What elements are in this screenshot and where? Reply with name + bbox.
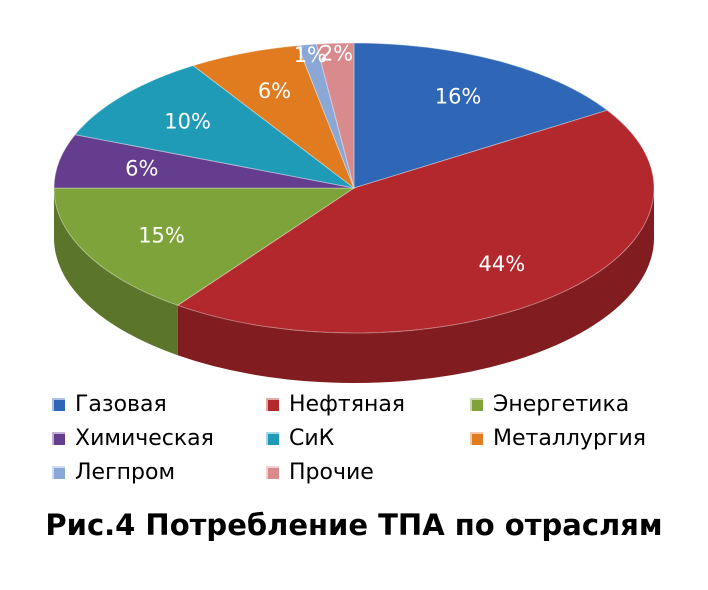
data-label-7: 2% [320,41,353,65]
legend-item-6: Легпром [52,460,175,485]
legend-swatch-0 [52,398,65,411]
pie-slice-7 [315,42,355,189]
data-label-1: 44% [479,252,526,276]
pie-slice-1 [176,109,655,334]
data-label-3: 6% [125,156,158,180]
pie-side-1 [177,188,654,383]
legend-item-3: Химическая [52,426,214,451]
pie-slice-6 [297,43,355,189]
data-label-4: 10% [164,109,211,133]
legend-label-3: Химическая [75,426,214,451]
legend-label-5: Металлургия [493,426,647,451]
legend-swatch-2 [470,398,483,411]
legend-item-5: Металлургия [470,426,646,451]
legend-swatch-6 [52,466,65,479]
pie-chart: 16%44%15%6%10%6%1%2% [53,41,655,383]
data-label-5: 6% [258,79,291,103]
legend-label-0: Газовая [75,392,167,417]
legend-swatch-3 [52,432,65,445]
legend-swatch-1 [266,398,279,411]
pie-slice-0 [353,42,609,189]
legend-swatch-4 [266,432,279,445]
pie-slice-5 [192,45,356,190]
legend-label-2: Энергетика [493,392,630,417]
pie-slice-2 [53,187,356,306]
pie-slice-3 [53,134,355,189]
legend-label-7: Прочие [289,460,374,485]
legend-item-2: Энергетика [470,392,629,417]
legend-item-1: Нефтяная [266,392,405,417]
legend-item-0: Газовая [52,392,167,417]
legend-item-4: СиК [266,426,334,451]
legend-item-7: Прочие [266,460,374,485]
data-label-0: 16% [435,85,482,109]
pie-side-2 [54,188,178,356]
legend-swatch-5 [470,432,483,445]
legend-label-4: СиК [289,426,335,451]
data-label-2: 15% [138,223,185,247]
legend-label-6: Легпром [75,460,176,485]
legend-swatch-7 [266,466,279,479]
legend-label-1: Нефтяная [289,392,406,417]
data-label-6: 1% [294,43,327,67]
chart-title: Рис.4 Потребление ТПА по отраслям [45,508,663,542]
pie-slice-4 [74,65,355,189]
